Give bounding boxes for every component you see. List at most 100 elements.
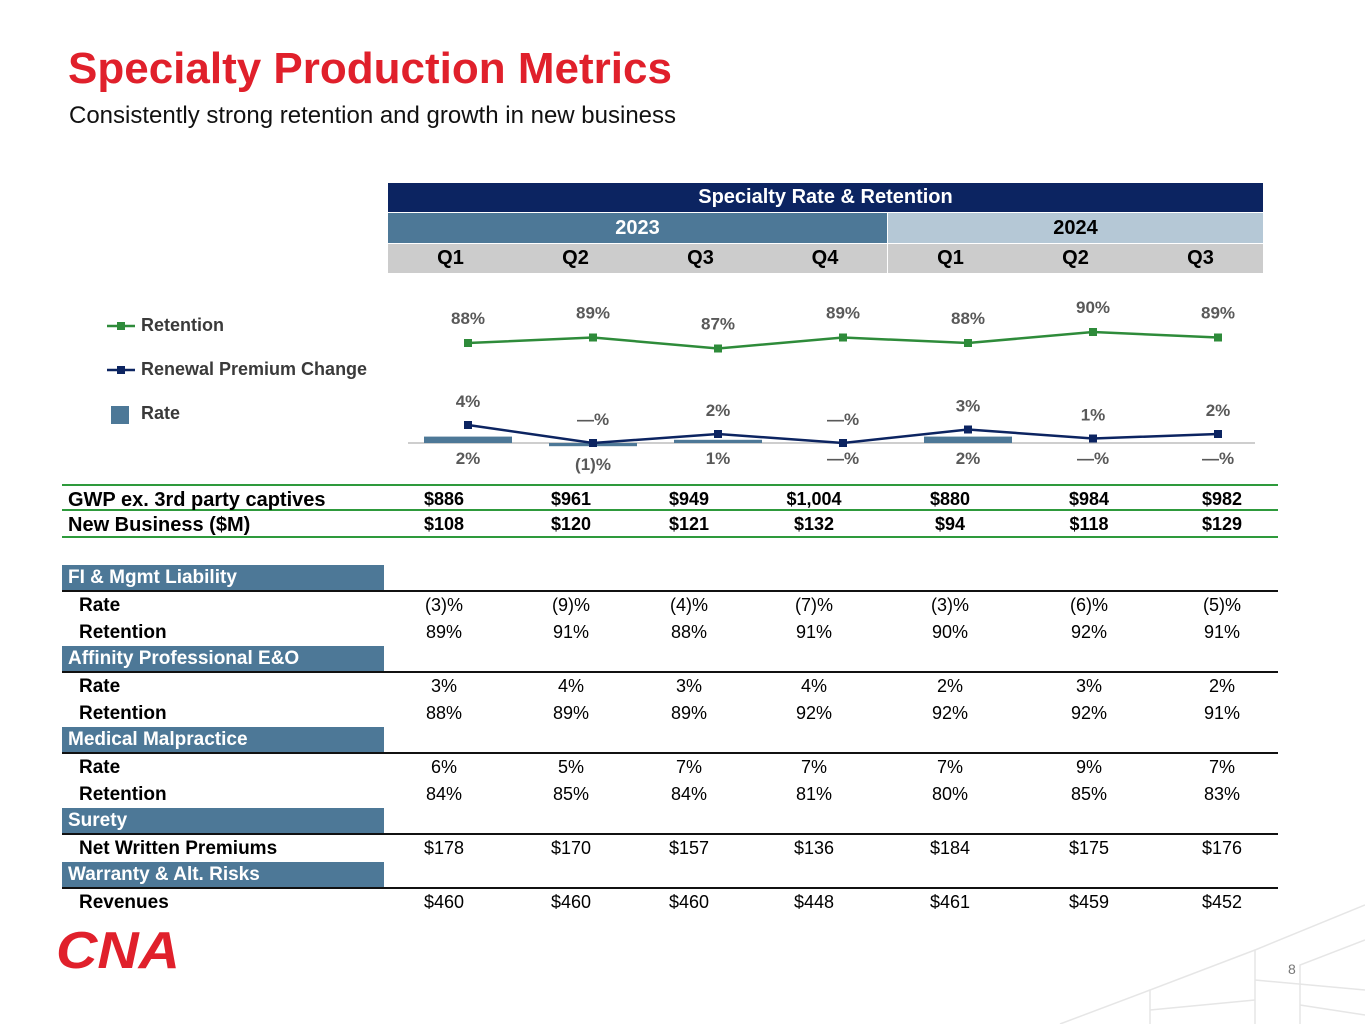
table-cell: 91%	[1203, 703, 1241, 723]
table-cell: $157	[668, 838, 710, 858]
table-cell: $176	[1201, 838, 1243, 858]
table-cell: (9)%	[551, 595, 590, 615]
table-cell: 83%	[1203, 784, 1241, 804]
renewal-label: 2%	[706, 401, 731, 420]
table-cell: 91%	[552, 622, 590, 642]
table-cell: 2%	[1208, 676, 1235, 696]
table-cell: $178	[423, 838, 465, 858]
retention-point	[589, 333, 597, 342]
retention-legend-icon	[107, 322, 135, 330]
renewal-label: 3%	[956, 397, 981, 416]
row-label: Revenues	[79, 892, 169, 913]
table-spacer	[62, 538, 1278, 565]
renewal-label: 4%	[456, 392, 481, 411]
rate-label: (1)%	[575, 455, 611, 474]
table-cell: 92%	[1070, 622, 1108, 642]
table-cell: $129	[1201, 514, 1243, 534]
rate-retention-chart: 2% (1)% 1% —% 2% —% —% 88% 89% 87% 89% 88% 90% 89% 4% —…	[408, 298, 1255, 474]
retention-point	[1089, 328, 1097, 336]
retention-point	[1214, 333, 1222, 342]
renewal-label: 1%	[1081, 406, 1106, 425]
summary-row: GWP ex. 3rd party captives $886 $961 $949 $1…	[62, 484, 1278, 511]
table-cell: (3)%	[930, 595, 969, 615]
table-row: Retention 89% 91% 88% 91% 90% 92% 91%	[62, 619, 1278, 646]
table-cell: $460	[550, 892, 592, 912]
metrics-table: GWP ex. 3rd party captives $886 $961 $949 $1…	[62, 484, 1278, 916]
row-label: Retention	[79, 703, 167, 724]
table-row: Rate (3)% (9)% (4)% (7)% (3)% (6)% (5)%	[62, 592, 1278, 619]
row-label: Net Written Premiums	[79, 838, 278, 859]
table-cell: $170	[550, 838, 592, 858]
table-cell: 91%	[795, 622, 833, 642]
rate-retention-title: Specialty Rate & Retention	[388, 183, 1263, 213]
rate-label: 2%	[456, 449, 481, 468]
retention-label: 87%	[701, 315, 735, 334]
chart-markers	[464, 328, 1222, 447]
quarter-header: Q1	[937, 247, 964, 269]
rate-bar	[674, 439, 762, 443]
table-cell: 89%	[425, 622, 463, 642]
table-cell: 7%	[675, 757, 702, 777]
table-cell: 88%	[670, 622, 708, 642]
table-cell: $452	[1201, 892, 1243, 912]
renewal-label: 2%	[1206, 401, 1231, 420]
table-cell: $132	[793, 514, 835, 534]
retention-point	[839, 333, 847, 342]
row-label: GWP ex. 3rd party captives	[68, 489, 326, 511]
table-cell: $448	[793, 892, 835, 912]
row-label: New Business ($M)	[68, 514, 251, 536]
decorative-grid	[1059, 904, 1365, 1024]
year-header-row: 2023 2024	[388, 213, 1263, 243]
table-cell: $982	[1201, 489, 1243, 509]
row-label: Retention	[79, 622, 167, 643]
logo-text: CNA	[56, 927, 180, 971]
table-cell: $1,004	[786, 489, 842, 509]
table-cell: $459	[1068, 892, 1110, 912]
quarter-header: Q4	[763, 244, 888, 273]
quarter-header: Q1	[437, 247, 464, 269]
table-cell: 5%	[557, 757, 584, 777]
table-cell: 91%	[1203, 622, 1241, 642]
renewal-point	[714, 430, 722, 438]
table-cell: $461	[929, 892, 971, 912]
renewal-point	[964, 425, 972, 434]
retention-label: 90%	[1076, 298, 1110, 317]
rate-bar	[924, 436, 1012, 443]
rate-legend-icon	[111, 406, 129, 424]
table-cell: (3)%	[424, 595, 463, 615]
renewal-point	[1214, 430, 1222, 438]
table-cell: $949	[668, 489, 710, 509]
table-row: Retention 88% 89% 89% 92% 92% 92% 91%	[62, 700, 1278, 727]
table-row: Rate 3% 4% 3% 4% 2% 3% 2%	[62, 673, 1278, 700]
table-cell: $984	[1068, 489, 1110, 509]
table-cell: (5)%	[1202, 595, 1241, 615]
table-cell: 90%	[931, 622, 969, 642]
table-cell: $961	[550, 489, 592, 509]
page-title: Specialty Production Metrics	[68, 44, 672, 93]
table-cell: (7)%	[794, 595, 833, 615]
table-cell: 3%	[675, 676, 702, 696]
table-cell: 92%	[931, 703, 969, 723]
retention-label: 89%	[826, 304, 860, 323]
table-row: Rate 6% 5% 7% 7% 7% 9% 7%	[62, 754, 1278, 781]
renewal-point	[839, 439, 847, 447]
table-cell: 84%	[670, 784, 708, 804]
table-row: Revenues $460 $460 $460 $448 $461 $459 $452	[62, 889, 1278, 916]
legend-label: Rate	[141, 403, 181, 423]
table-row: Retention 84% 85% 84% 81% 80% 85% 83%	[62, 781, 1278, 808]
quarter-header: Q2	[1062, 247, 1089, 269]
retention-point	[964, 339, 972, 347]
renewal-label: —%	[577, 410, 609, 429]
quarter-header: Q2	[562, 247, 589, 269]
table-cell: 84%	[425, 784, 463, 804]
rate-label: —%	[827, 449, 859, 468]
table-cell: 4%	[557, 676, 584, 696]
section-header: Affinity Professional E&O	[62, 646, 1278, 673]
table-cell: 7%	[936, 757, 963, 777]
chart-data-labels: 2% (1)% 1% —% 2% —% —% 88% 89% 87% 89% 88% 90% 89% 4% —…	[451, 298, 1235, 474]
renewal-label: —%	[827, 410, 859, 429]
table-cell: 7%	[1208, 757, 1235, 777]
table-cell: $175	[1068, 838, 1110, 858]
retention-label: 88%	[951, 309, 985, 328]
table-cell: $94	[934, 514, 966, 534]
